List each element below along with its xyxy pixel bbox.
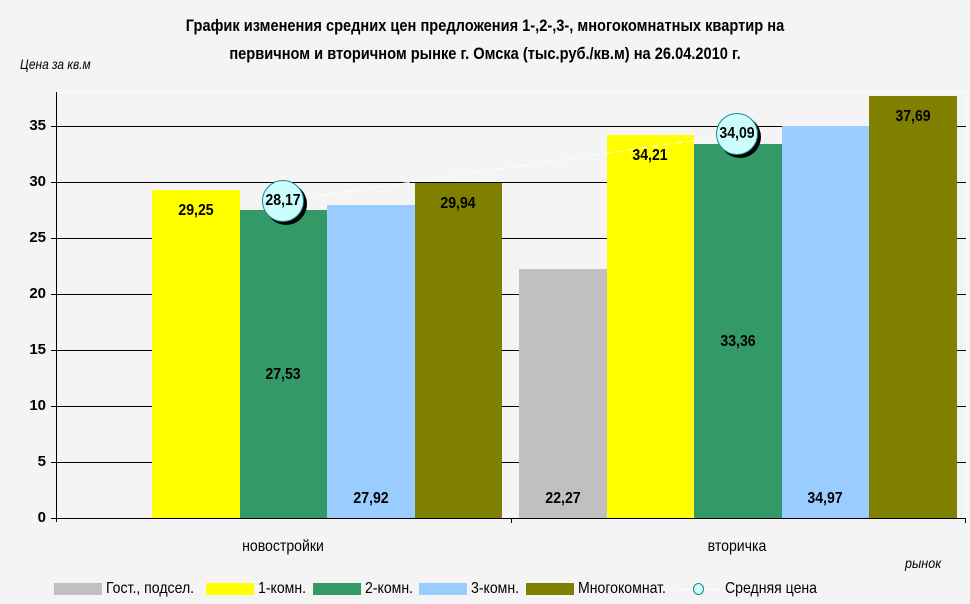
gridline xyxy=(51,350,966,351)
plot-frame xyxy=(56,92,967,519)
x-tick xyxy=(965,518,966,523)
legend-label: Многокомнат. xyxy=(577,580,666,597)
legend-swatch xyxy=(206,583,255,595)
gridline xyxy=(51,238,966,239)
legend-label: 2-комн. xyxy=(364,580,413,597)
legend-label: 1-комн. xyxy=(258,580,307,597)
legend-item: Средняя цена xyxy=(677,580,824,598)
y-tick-label: 35 xyxy=(29,117,46,134)
data-label: 29,25 xyxy=(178,202,214,220)
data-label: 27,53 xyxy=(265,365,301,383)
data-label: 27,92 xyxy=(353,490,389,507)
y-tick-label: 0 xyxy=(37,509,46,526)
data-label: 37,69 xyxy=(895,107,931,125)
bar-2-1 xyxy=(694,144,782,518)
legend-item: Многокомнат. xyxy=(525,580,672,598)
bar-2-0 xyxy=(239,209,327,518)
y-tick-label: 10 xyxy=(29,397,46,414)
chart-title-line-2: первичном и вторичном рынке г. Омска (ты… xyxy=(229,44,741,63)
chart-title-line-1: График изменения средних цен предложения… xyxy=(185,16,785,35)
bar-1-1 xyxy=(606,134,694,518)
y-axis-line xyxy=(56,92,57,522)
x-axis-label: рынок xyxy=(905,555,942,571)
y-tick-label: 30 xyxy=(29,173,46,190)
y-tick-label: 25 xyxy=(29,229,46,246)
average-price-marker: 34,09 xyxy=(716,113,758,155)
bar-3-1 xyxy=(781,126,869,518)
legend-item: 2-комн. xyxy=(312,580,414,598)
bar-1-0 xyxy=(152,190,240,518)
data-label: 22,27 xyxy=(545,490,581,507)
gridline xyxy=(51,462,966,463)
legend-label: Гост., подсел. xyxy=(106,580,195,597)
data-label: 33,36 xyxy=(720,333,756,351)
bar-3-0 xyxy=(327,205,415,518)
gridline xyxy=(51,182,966,183)
legend-item: 3-комн. xyxy=(419,580,520,598)
legend-item: 1-комн. xyxy=(206,580,307,598)
legend-marker-icon xyxy=(677,583,719,595)
y-tick-label: 5 xyxy=(37,453,46,470)
x-tick xyxy=(511,518,512,523)
average-price-label: 34,09 xyxy=(719,125,755,142)
legend-swatch xyxy=(419,583,468,595)
gridline xyxy=(51,518,966,519)
legend-swatch xyxy=(54,583,102,595)
category-label: новостройки xyxy=(242,538,324,555)
legend-swatch xyxy=(525,583,574,595)
bar-4-1 xyxy=(869,95,957,518)
legend-item: Гост., подсел. xyxy=(54,580,200,598)
legend-label: 3-комн. xyxy=(471,580,520,597)
bar-4-0 xyxy=(414,182,502,518)
bar-0-1 xyxy=(519,268,607,518)
category-label: вторичка xyxy=(707,538,767,555)
gridline xyxy=(51,406,966,407)
y-tick-label: 15 xyxy=(29,341,46,358)
data-label: 34,21 xyxy=(632,146,668,164)
average-price-label: 28,17 xyxy=(265,192,301,209)
legend-label: Средняя цена xyxy=(724,580,817,597)
y-tick-label: 20 xyxy=(29,285,46,302)
gridline xyxy=(51,294,966,295)
y-axis-label: Цена за кв.м xyxy=(20,56,91,72)
data-label: 29,94 xyxy=(440,194,476,212)
legend: Гост., подсел. 1-комн. 2-комн. 3-комн. Много… xyxy=(54,578,829,600)
data-label: 34,97 xyxy=(807,490,843,507)
legend-swatch xyxy=(312,583,361,595)
average-price-marker: 28,17 xyxy=(262,180,304,222)
gridline xyxy=(51,126,966,127)
